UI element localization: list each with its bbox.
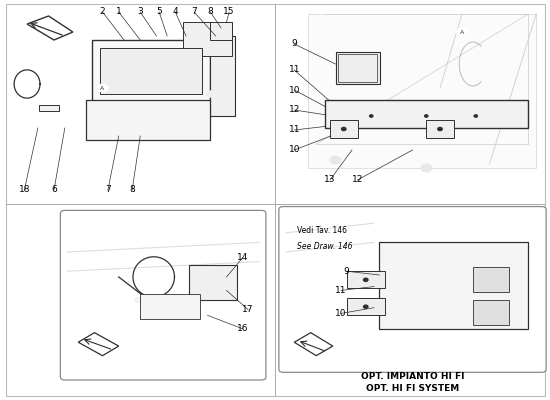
Text: 13: 13 [324, 176, 336, 184]
Text: 10: 10 [289, 146, 300, 154]
Text: See Draw. 146: See Draw. 146 [297, 242, 353, 251]
Bar [330, 120, 358, 138]
Text: 8: 8 [207, 8, 213, 16]
Text: 12: 12 [352, 176, 363, 184]
Bar [308, 14, 536, 168]
Text: 8: 8 [129, 186, 135, 194]
Circle shape [370, 115, 373, 117]
Text: OPT. HI FI SYSTEM: OPT. HI FI SYSTEM [366, 384, 459, 393]
Bar [379, 242, 528, 329]
Text: 14: 14 [237, 253, 249, 262]
Bar [39, 105, 58, 111]
Text: euro-spa-s: euro-spa-s [393, 276, 459, 286]
Text: 10: 10 [289, 86, 300, 94]
Text: euro-spa-s: euro-spa-s [134, 295, 200, 305]
Circle shape [425, 115, 428, 117]
Circle shape [222, 91, 231, 97]
Circle shape [206, 91, 214, 97]
Circle shape [342, 127, 346, 130]
Text: euro-spa-s: euro-spa-s [89, 98, 164, 110]
Text: 6: 6 [51, 186, 57, 194]
Text: 2: 2 [100, 8, 106, 16]
Text: A: A [460, 30, 464, 34]
Circle shape [421, 164, 432, 172]
Text: 4: 4 [173, 8, 178, 16]
FancyBboxPatch shape [60, 210, 266, 380]
Circle shape [97, 84, 108, 92]
Text: 7: 7 [105, 186, 111, 194]
FancyBboxPatch shape [279, 206, 546, 372]
Text: 11: 11 [336, 286, 346, 295]
Text: OPT. IMPIANTO HI FI: OPT. IMPIANTO HI FI [361, 372, 464, 381]
Text: 3: 3 [138, 8, 143, 16]
Bar [86, 100, 210, 140]
Circle shape [364, 305, 368, 308]
Bar [140, 294, 200, 319]
Circle shape [330, 156, 341, 164]
Text: 5: 5 [156, 8, 162, 16]
Text: 9: 9 [292, 40, 297, 48]
Text: A: A [101, 86, 104, 90]
Bar [336, 52, 380, 84]
Bar [473, 300, 509, 325]
Text: 11: 11 [289, 126, 300, 134]
Text: 9: 9 [344, 267, 349, 276]
Text: Vedi Tav. 146: Vedi Tav. 146 [297, 226, 347, 235]
Bar [346, 298, 385, 315]
Circle shape [364, 278, 368, 282]
Bar [210, 36, 235, 116]
Bar [92, 40, 210, 104]
Circle shape [438, 127, 442, 130]
Text: 12: 12 [289, 106, 300, 114]
Text: 18: 18 [19, 186, 30, 194]
Text: 16: 16 [237, 324, 249, 333]
Bar [346, 271, 385, 288]
Text: 15: 15 [223, 8, 235, 16]
Bar [183, 22, 232, 56]
Circle shape [474, 115, 477, 117]
Bar [324, 100, 528, 128]
Text: 17: 17 [243, 305, 254, 314]
Text: 11: 11 [289, 66, 300, 74]
Circle shape [456, 28, 468, 36]
Bar [338, 54, 377, 82]
Bar [210, 22, 232, 40]
Text: 10: 10 [336, 309, 346, 318]
Bar [189, 266, 237, 300]
Bar [426, 120, 454, 138]
Bar [473, 267, 509, 292]
Text: 7: 7 [191, 8, 197, 16]
Text: 1: 1 [116, 8, 122, 16]
Bar [100, 48, 202, 94]
Text: euro-spa-s: euro-spa-s [375, 98, 450, 110]
